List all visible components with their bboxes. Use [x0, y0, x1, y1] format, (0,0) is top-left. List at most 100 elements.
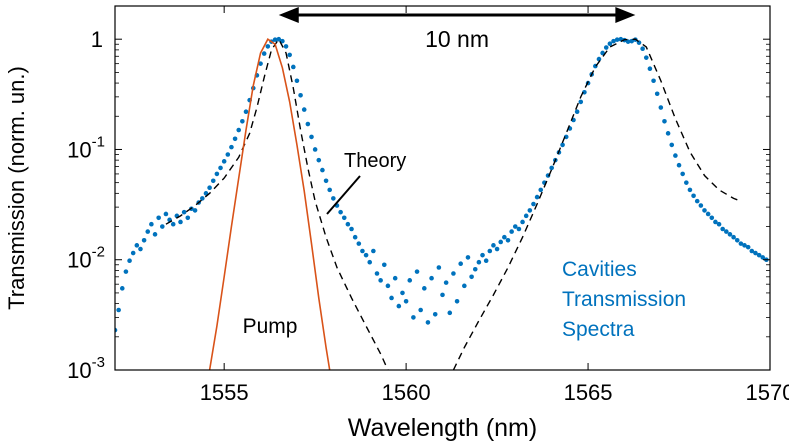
theory-label: Theory — [344, 150, 406, 172]
scatter-point — [662, 119, 667, 124]
scatter-point — [454, 298, 460, 304]
scatter-point — [418, 307, 423, 313]
scatter-point — [119, 286, 125, 291]
y-tick-label: 10-2 — [67, 244, 105, 273]
scatter-point — [687, 187, 693, 193]
scatter-point — [734, 238, 740, 243]
scatter-point — [676, 162, 682, 168]
scatter-point — [160, 224, 165, 229]
x-tick-label: 1560 — [382, 380, 431, 405]
scatter-point — [316, 157, 322, 163]
y-tick-label: 10-1 — [67, 133, 105, 162]
scatter-point — [221, 159, 227, 164]
scatter-point — [145, 229, 151, 234]
cavity-spectra-label: Cavities Transmission Spectra — [562, 258, 686, 341]
scatter-point — [742, 243, 747, 248]
cavity-label-line: Cavities — [562, 258, 637, 281]
scatter-point — [356, 241, 362, 246]
scatter-point — [520, 219, 525, 225]
scatter-point — [341, 215, 347, 221]
scatter-point — [727, 232, 733, 237]
scatter-point — [338, 209, 343, 215]
pump-label: Pump — [243, 315, 298, 338]
scatter-point — [258, 61, 263, 66]
y-tick-base: 1 — [91, 27, 103, 52]
scatter-point — [298, 92, 303, 98]
scatter-point — [724, 229, 729, 234]
scatter-point — [498, 239, 504, 245]
scatter-point — [487, 248, 493, 254]
scatter-point — [603, 45, 609, 50]
spacing-arrow-left-head — [278, 7, 299, 23]
cavity-label-line: Spectra — [562, 318, 635, 341]
scatter-point — [185, 215, 191, 221]
scatter-point — [152, 232, 158, 237]
scatter-point — [462, 283, 467, 289]
y-tick-exponent: -2 — [92, 244, 105, 261]
scatter-point — [480, 252, 485, 258]
scatter-point — [614, 37, 620, 42]
scatter-point — [665, 131, 671, 136]
scatter-point — [738, 241, 744, 246]
scatter-point — [713, 219, 718, 225]
scatter-point — [127, 258, 132, 264]
scatter-point — [574, 109, 580, 114]
scatter-point — [411, 315, 416, 320]
scatter-point — [582, 89, 587, 95]
scatter-point — [229, 144, 234, 150]
scatter-point — [483, 258, 489, 264]
scatter-point — [170, 221, 176, 227]
scatter-point — [225, 152, 231, 157]
scatter-point — [647, 66, 653, 71]
scatter-point — [265, 44, 271, 49]
scatter-point — [472, 266, 478, 272]
scatter-point — [465, 255, 471, 260]
scatter-point — [116, 307, 121, 313]
scatter-point — [272, 37, 278, 42]
scatter-point — [240, 119, 245, 124]
scatter-point — [658, 105, 664, 110]
scatter-point — [178, 219, 183, 225]
scatter-point — [214, 171, 220, 177]
scatter-point — [294, 78, 300, 84]
chart-marks — [115, 36, 769, 370]
scatter-point — [560, 142, 565, 148]
scatter-point — [352, 234, 358, 240]
scatter-point — [389, 295, 394, 301]
scatter-point — [232, 136, 238, 142]
scatter-point — [654, 91, 660, 97]
theory-curve — [165, 37, 389, 370]
scatter-point — [512, 224, 518, 229]
scatter-point — [691, 193, 696, 199]
scatter-point — [378, 278, 383, 283]
scatter-point — [243, 109, 249, 114]
scatter-point — [218, 165, 223, 171]
scatter-point — [156, 215, 161, 221]
scatter-point — [305, 121, 311, 127]
scatter-point — [123, 269, 129, 274]
x-tick-label: 1555 — [200, 380, 249, 405]
scatter-point — [130, 250, 136, 256]
peak-spacing-label: 10 nm — [425, 26, 489, 52]
scatter-point — [458, 261, 463, 267]
scatter-point — [134, 243, 140, 248]
theory-curve — [452, 38, 742, 370]
scatter-point — [491, 243, 496, 248]
scatter-point — [640, 46, 645, 51]
scatter-point — [396, 303, 402, 309]
scatter-point — [320, 167, 325, 173]
scatter-point — [432, 312, 438, 317]
scatter-point — [374, 271, 380, 276]
scatter-point — [596, 56, 602, 62]
scatter-point — [363, 252, 369, 258]
y-tick-exponent: -3 — [92, 354, 105, 371]
scatter-point — [312, 147, 318, 152]
scatter-point — [422, 286, 427, 291]
axes-box — [114, 5, 771, 371]
scatter-point — [141, 238, 147, 243]
scatter-point — [371, 248, 376, 254]
scatter-point — [643, 55, 649, 60]
scatter-point — [407, 278, 413, 283]
